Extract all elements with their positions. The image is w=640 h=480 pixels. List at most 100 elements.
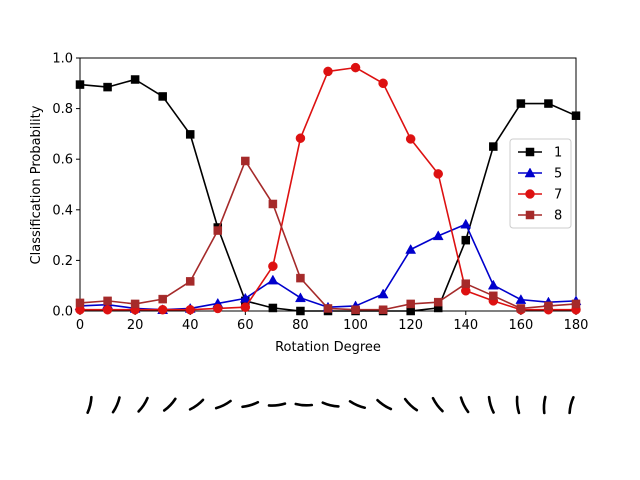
data-point-1 (489, 142, 498, 151)
data-point-5 (405, 244, 417, 254)
data-point-8 (130, 299, 140, 309)
rotated-digit-icon (86, 395, 93, 415)
rotated-digit-icon (137, 396, 149, 413)
digit-stroke (542, 395, 547, 415)
rotated-digit-icon (241, 400, 260, 409)
data-point-8 (213, 226, 223, 235)
series-layer (74, 62, 582, 316)
digit-stroke (86, 395, 93, 415)
rotated-digit-icon (487, 395, 495, 414)
x-tick-label: 60 (237, 318, 254, 333)
data-point-8 (158, 294, 167, 304)
digit-stroke (214, 399, 232, 410)
digit-stroke (137, 396, 149, 413)
x-tick-label: 160 (508, 318, 533, 333)
y-tick-label: 0.6 (52, 153, 73, 168)
data-point-8 (323, 304, 333, 313)
axes: 0 20 40 60 80 100 120 140 160 180 0.0 0.2 0.4 0.6 0.8 1… (52, 52, 588, 334)
legend-label: 7 (554, 188, 562, 203)
x-axis-label: Rotation Degree (275, 340, 381, 355)
legend-label: 5 (554, 167, 562, 182)
rotated-digit-icon (294, 402, 314, 407)
data-point-8 (103, 296, 112, 306)
digit-stroke (459, 396, 470, 414)
data-point-8 (433, 297, 443, 307)
data-point-5 (239, 292, 251, 303)
data-point-8 (378, 305, 388, 314)
plot-area (80, 58, 576, 311)
data-point-1 (461, 235, 471, 245)
rotated-digit-icon (403, 397, 419, 412)
data-point-8 (406, 299, 415, 309)
data-point-5 (515, 294, 527, 304)
rotated-digit-icon (267, 402, 287, 407)
digit-stroke (267, 402, 287, 407)
legend-marker (525, 210, 535, 220)
data-point-7 (433, 169, 443, 179)
rotated-digit-icon (568, 395, 575, 415)
data-point-5 (432, 230, 444, 241)
x-tick-label: 100 (343, 318, 368, 333)
data-point-7 (213, 303, 223, 314)
data-point-7 (240, 302, 251, 312)
data-point-8 (544, 301, 553, 311)
data-point-7 (102, 304, 113, 315)
data-point-1 (544, 99, 553, 108)
x-tick-label: 120 (398, 318, 423, 333)
data-point-7 (323, 66, 333, 77)
y-tick-label: 0.0 (52, 305, 73, 320)
legend-marker (524, 167, 536, 178)
legend-marker (525, 189, 535, 199)
data-point-1 (406, 306, 415, 316)
y-tick-label: 0.4 (52, 203, 73, 218)
rotated-digit-icon (162, 397, 177, 412)
legend-label: 1 (554, 146, 562, 161)
data-point-1 (75, 80, 85, 89)
digit-stroke (403, 397, 419, 412)
x-tick-label: 140 (453, 318, 478, 333)
y-tick-label: 0.8 (52, 102, 73, 117)
rotated-digit-icon (321, 401, 340, 408)
legend-marker (525, 147, 535, 157)
digit-stroke (431, 396, 444, 413)
data-point-1 (516, 99, 526, 108)
digit-stroke (487, 395, 495, 414)
rotated-digit-icon (111, 396, 121, 414)
data-point-5 (377, 288, 389, 299)
data-point-8 (268, 199, 278, 209)
rotated-digit-icon (348, 400, 367, 410)
y-tick-label: 1.0 (52, 52, 73, 67)
data-point-8 (241, 156, 250, 166)
x-tick-label: 0 (76, 318, 84, 333)
digit-stroke (348, 400, 367, 410)
digit-stroke (162, 397, 177, 412)
data-point-1 (103, 82, 112, 92)
y-axis-label: Classification Probability (29, 105, 44, 264)
digit-stroke (188, 398, 205, 411)
rotated-digit-icon (214, 399, 232, 410)
legend-label: 8 (554, 209, 562, 224)
legend-entry: 5 (518, 167, 562, 182)
digit-stroke (376, 398, 393, 411)
data-point-8 (461, 279, 471, 288)
plot-background (80, 58, 576, 311)
digit-stroke (111, 396, 121, 414)
data-point-1 (158, 92, 167, 101)
data-point-7 (157, 304, 168, 315)
rotated-digit-icon (459, 396, 470, 414)
digit-stroke (321, 401, 340, 408)
data-point-7 (295, 133, 306, 143)
series-8 (75, 156, 581, 314)
data-point-8 (185, 277, 195, 286)
rotated-digit-icon (515, 395, 521, 415)
rotated-digit-icon (542, 395, 547, 415)
rotated-digit-strip (86, 395, 575, 415)
data-point-5 (295, 292, 306, 303)
data-point-8 (296, 273, 305, 283)
data-point-8 (351, 305, 360, 314)
legend-box (509, 138, 572, 229)
data-point-8 (489, 291, 498, 301)
y-tick-label: 0.2 (52, 254, 73, 269)
